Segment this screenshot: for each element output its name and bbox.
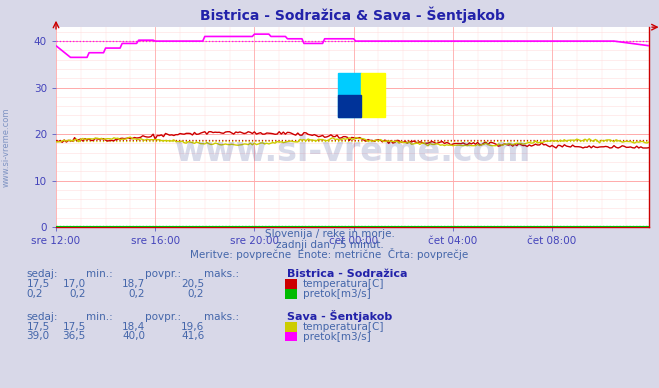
- Text: maks.:: maks.:: [204, 269, 239, 279]
- Text: 0,2: 0,2: [129, 289, 145, 299]
- Text: temperatura[C]: temperatura[C]: [303, 322, 385, 332]
- Text: 17,0: 17,0: [63, 279, 86, 289]
- Text: 17,5: 17,5: [26, 279, 49, 289]
- Text: pretok[m3/s]: pretok[m3/s]: [303, 289, 371, 299]
- Text: 41,6: 41,6: [181, 331, 204, 341]
- Bar: [361, 73, 386, 117]
- Text: 17,5: 17,5: [63, 322, 86, 332]
- Text: 19,6: 19,6: [181, 322, 204, 332]
- Bar: [338, 73, 362, 117]
- Text: povpr.:: povpr.:: [145, 312, 181, 322]
- Text: 17,5: 17,5: [26, 322, 49, 332]
- Text: 39,0: 39,0: [26, 331, 49, 341]
- Text: 0,2: 0,2: [69, 289, 86, 299]
- Text: 0,2: 0,2: [26, 289, 43, 299]
- Text: sedaj:: sedaj:: [26, 269, 58, 279]
- Text: www.si-vreme.com: www.si-vreme.com: [2, 108, 11, 187]
- Text: 36,5: 36,5: [63, 331, 86, 341]
- Text: temperatura[C]: temperatura[C]: [303, 279, 385, 289]
- Text: povpr.:: povpr.:: [145, 269, 181, 279]
- Text: pretok[m3/s]: pretok[m3/s]: [303, 331, 371, 341]
- Text: 18,4: 18,4: [122, 322, 145, 332]
- Text: maks.:: maks.:: [204, 312, 239, 322]
- Text: 0,2: 0,2: [188, 289, 204, 299]
- Title: Bistrica - Sodražica & Sava - Šentjakob: Bistrica - Sodražica & Sava - Šentjakob: [200, 7, 505, 23]
- Text: Bistrica - Sodražica: Bistrica - Sodražica: [287, 269, 407, 279]
- Text: 40,0: 40,0: [122, 331, 145, 341]
- Text: zadnji dan / 5 minut.: zadnji dan / 5 minut.: [275, 239, 384, 249]
- Text: min.:: min.:: [86, 312, 113, 322]
- Text: min.:: min.:: [86, 269, 113, 279]
- Text: 20,5: 20,5: [181, 279, 204, 289]
- Text: Sava - Šentjakob: Sava - Šentjakob: [287, 310, 392, 322]
- Text: sedaj:: sedaj:: [26, 312, 58, 322]
- Text: Meritve: povprečne  Enote: metrične  Črta: povprečje: Meritve: povprečne Enote: metrične Črta:…: [190, 248, 469, 260]
- Text: www.si-vreme.com: www.si-vreme.com: [175, 135, 530, 168]
- Text: Slovenija / reke in morje.: Slovenija / reke in morje.: [264, 229, 395, 239]
- Text: 18,7: 18,7: [122, 279, 145, 289]
- Bar: [338, 95, 362, 117]
